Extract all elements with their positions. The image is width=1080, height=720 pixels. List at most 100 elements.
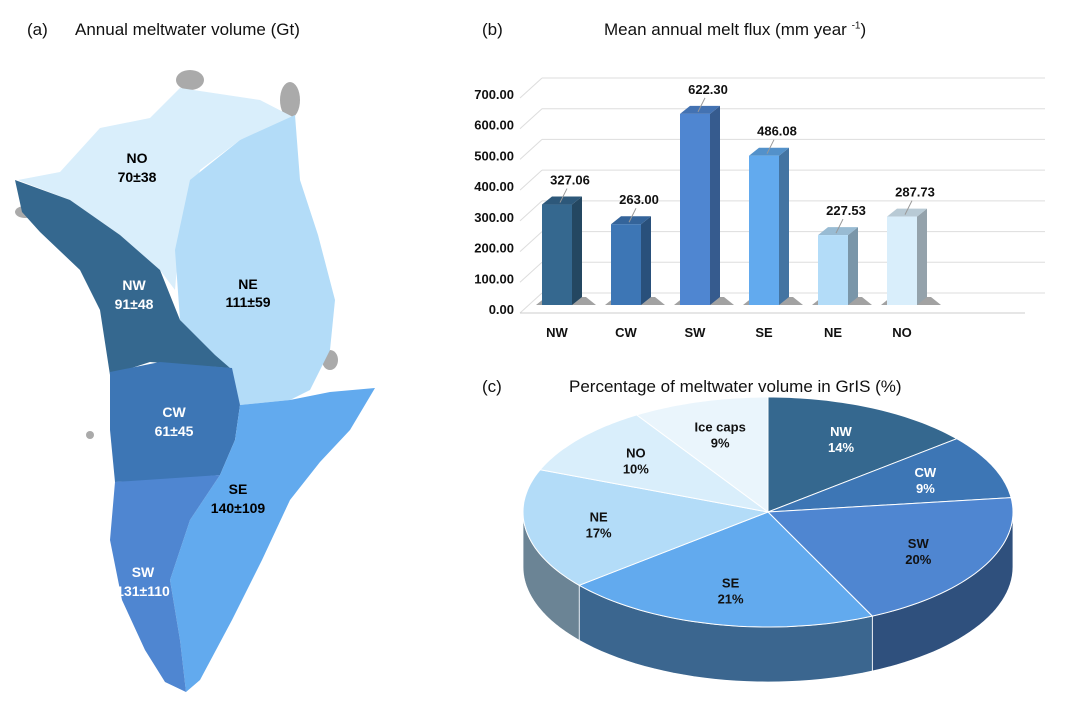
x-tick-label: NW	[546, 325, 568, 340]
map-value-no: 70±38	[118, 169, 157, 185]
data-label: 227.53	[826, 203, 866, 218]
bar-side	[848, 227, 858, 305]
y-tick-label: 600.00	[474, 118, 514, 133]
bar-top	[611, 216, 651, 225]
greenland-map: NO 70±38 NE 111±59 NW 91±48 CW 61±45 SE …	[15, 70, 375, 692]
region-cw	[110, 362, 240, 482]
panel-b-tag: (b)	[482, 20, 503, 39]
bar-shadow	[881, 297, 941, 305]
bar-shadow	[812, 297, 872, 305]
panel-b-title: Mean annual melt flux (mm year -1)	[604, 20, 866, 40]
map-value-sw: 131±110	[116, 583, 170, 599]
data-label: 263.00	[619, 192, 659, 207]
pie-value-label: 20%	[905, 552, 931, 567]
pie-side-ne	[522, 511, 580, 641]
bar-side	[641, 216, 651, 305]
pie-value-label: 10%	[623, 462, 649, 477]
pie-label: SE	[722, 576, 740, 591]
bar-top	[749, 147, 789, 156]
y-tick-label: 400.00	[474, 179, 514, 194]
data-label-leader	[697, 97, 706, 113]
bar-shadow	[743, 297, 803, 305]
grid-diagonal	[519, 139, 543, 160]
data-label-leader	[766, 139, 775, 154]
x-tick-label: SW	[685, 325, 707, 340]
data-label: 486.08	[757, 124, 797, 139]
pie-label: CW	[915, 465, 937, 480]
y-tick-label: 500.00	[474, 148, 514, 163]
pie-side-sw	[871, 511, 1014, 672]
panel-c-tag: (c)	[482, 377, 502, 396]
map-value-nw: 91±48	[115, 296, 154, 312]
region-se	[170, 388, 375, 692]
map-label-ne: NE	[238, 276, 257, 292]
panel-a-title: Annual meltwater volume (Gt)	[75, 20, 300, 39]
bar-side	[572, 196, 582, 305]
x-tick-label: NO	[892, 325, 912, 340]
data-label: 287.73	[895, 185, 935, 200]
pie-label: NO	[626, 446, 646, 461]
x-tick-label: CW	[615, 325, 637, 340]
pie-value-label: 14%	[828, 440, 854, 455]
bar-nw	[542, 204, 572, 305]
bar-sw	[680, 113, 710, 306]
map-value-ne: 111±59	[225, 294, 270, 310]
pie-slice-ice-caps	[635, 396, 769, 513]
y-tick-label: 100.00	[474, 271, 514, 286]
panel-c-title: Percentage of meltwater volume in GrIS (…	[569, 377, 902, 396]
map-label-nw: NW	[122, 277, 146, 293]
panel-b-title-end: )	[860, 20, 867, 39]
bar-side	[917, 208, 927, 305]
bar-cw	[611, 224, 641, 305]
grid-diagonal	[519, 108, 543, 130]
map-value-se: 140±109	[211, 500, 266, 516]
pie-slice-sw	[766, 497, 1014, 617]
pie-label: NE	[590, 510, 608, 525]
map-value-cw: 61±45	[155, 423, 194, 439]
bar-shadow	[536, 297, 596, 305]
bar-top	[542, 196, 582, 205]
data-label-leader	[559, 188, 568, 203]
bar-se	[749, 155, 779, 305]
pie-slice-ne	[522, 469, 770, 586]
data-label: 327.06	[550, 173, 590, 188]
bar-shadow	[674, 297, 734, 305]
pie-value-label: 9%	[916, 481, 935, 496]
bar-ne	[818, 235, 848, 305]
map-label-cw: CW	[162, 404, 186, 420]
pie-side-se	[578, 584, 873, 683]
pie-value-label: 9%	[711, 436, 730, 451]
grid-diagonal	[519, 292, 543, 314]
grid-diagonal	[519, 261, 543, 283]
pie-slice-se	[578, 511, 874, 628]
grid-diagonal	[519, 169, 543, 191]
data-label-leader	[628, 207, 637, 223]
pie-slice-nw	[767, 396, 958, 513]
pie-slice-cw	[767, 438, 1012, 513]
y-tick-label: 0.00	[489, 302, 514, 317]
region-no	[18, 88, 295, 290]
region-ne	[175, 115, 335, 405]
data-label: 622.30	[688, 82, 728, 97]
bar-top	[887, 208, 927, 217]
pie-label: Ice caps	[694, 420, 745, 435]
y-tick-label: 300.00	[474, 210, 514, 225]
map-label-se: SE	[229, 481, 248, 497]
grid-diagonal	[519, 200, 543, 222]
y-tick-label: 700.00	[474, 87, 514, 102]
region-nw	[15, 180, 230, 375]
grid-diagonal	[519, 77, 543, 99]
map-label-no: NO	[127, 150, 148, 166]
x-tick-label: NE	[824, 325, 842, 340]
bar-side	[710, 105, 720, 306]
data-label-leader	[835, 218, 844, 234]
bar-no	[887, 216, 917, 305]
bar-top	[818, 227, 858, 236]
y-tick-label: 200.00	[474, 241, 514, 256]
pie-value-label: 17%	[586, 526, 612, 541]
data-label-leader	[904, 200, 913, 215]
bar-side	[779, 147, 789, 305]
panel-b-title-sup: -1	[851, 20, 861, 32]
panel-a-tag: (a)	[27, 20, 48, 39]
grid-diagonal	[519, 231, 543, 252]
